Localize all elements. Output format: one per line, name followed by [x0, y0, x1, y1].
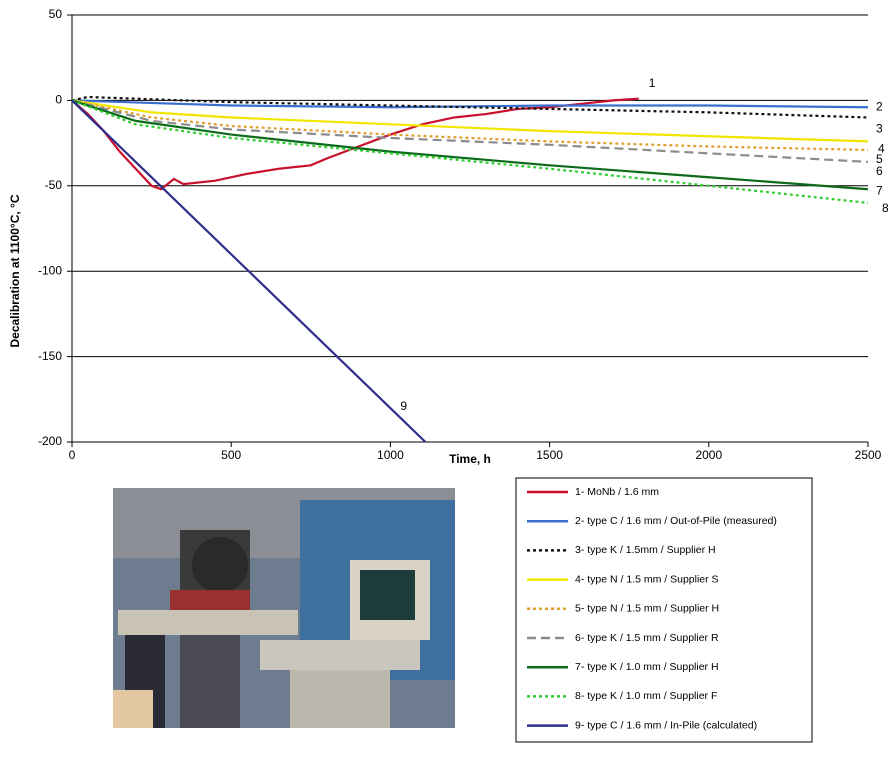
legend-label: 3- type K / 1.5mm / Supplier H	[575, 544, 716, 556]
chart: Decalibration at 1100°C, °C Time, h -200…	[0, 0, 894, 757]
series-line	[72, 100, 868, 161]
x-tick-label: 0	[69, 448, 76, 462]
y-tick-label: -150	[38, 349, 62, 363]
x-tick-label: 1000	[377, 448, 404, 462]
y-tick-label: -100	[38, 263, 62, 277]
legend-label: 7- type K / 1.0 mm / Supplier H	[575, 661, 719, 673]
x-axis-label: Time, h	[449, 452, 491, 466]
legend-label: 6- type K / 1.5 mm / Supplier R	[575, 632, 719, 644]
x-tick-label: 1500	[536, 448, 563, 462]
legend-label: 5- type N / 1.5 mm / Supplier H	[575, 603, 719, 615]
x-tick-label: 2000	[695, 448, 722, 462]
series-line	[72, 100, 868, 189]
series-end-label: 1	[649, 76, 656, 90]
photo	[113, 488, 455, 728]
series-end-label: 8	[882, 201, 889, 215]
x-tick-label: 2500	[855, 448, 882, 462]
legend-label: 8- type K / 1.0 mm / Supplier F	[575, 690, 717, 702]
series-end-label: 7	[876, 183, 883, 197]
y-tick-label: 50	[49, 7, 63, 21]
x-tick-label: 500	[221, 448, 241, 462]
series-end-label: 2	[876, 99, 883, 113]
legend-label: 4- type N / 1.5 mm / Supplier S	[575, 573, 719, 585]
series-end-label: 3	[876, 122, 883, 136]
series-end-label: 6	[876, 164, 883, 178]
legend-label: 9- type C / 1.6 mm / In-Pile (calculated…	[575, 719, 757, 731]
y-tick-label: 0	[55, 93, 62, 107]
legend-label: 1- MoNb / 1.6 mm	[575, 486, 659, 498]
series-end-label: 9	[400, 399, 407, 413]
y-tick-label: -50	[45, 178, 63, 192]
y-tick-label: -200	[38, 434, 62, 448]
legend-label: 2- type C / 1.6 mm / Out-of-Pile (measur…	[575, 515, 777, 527]
y-axis-label: Decalibration at 1100°C, °C	[8, 194, 22, 347]
